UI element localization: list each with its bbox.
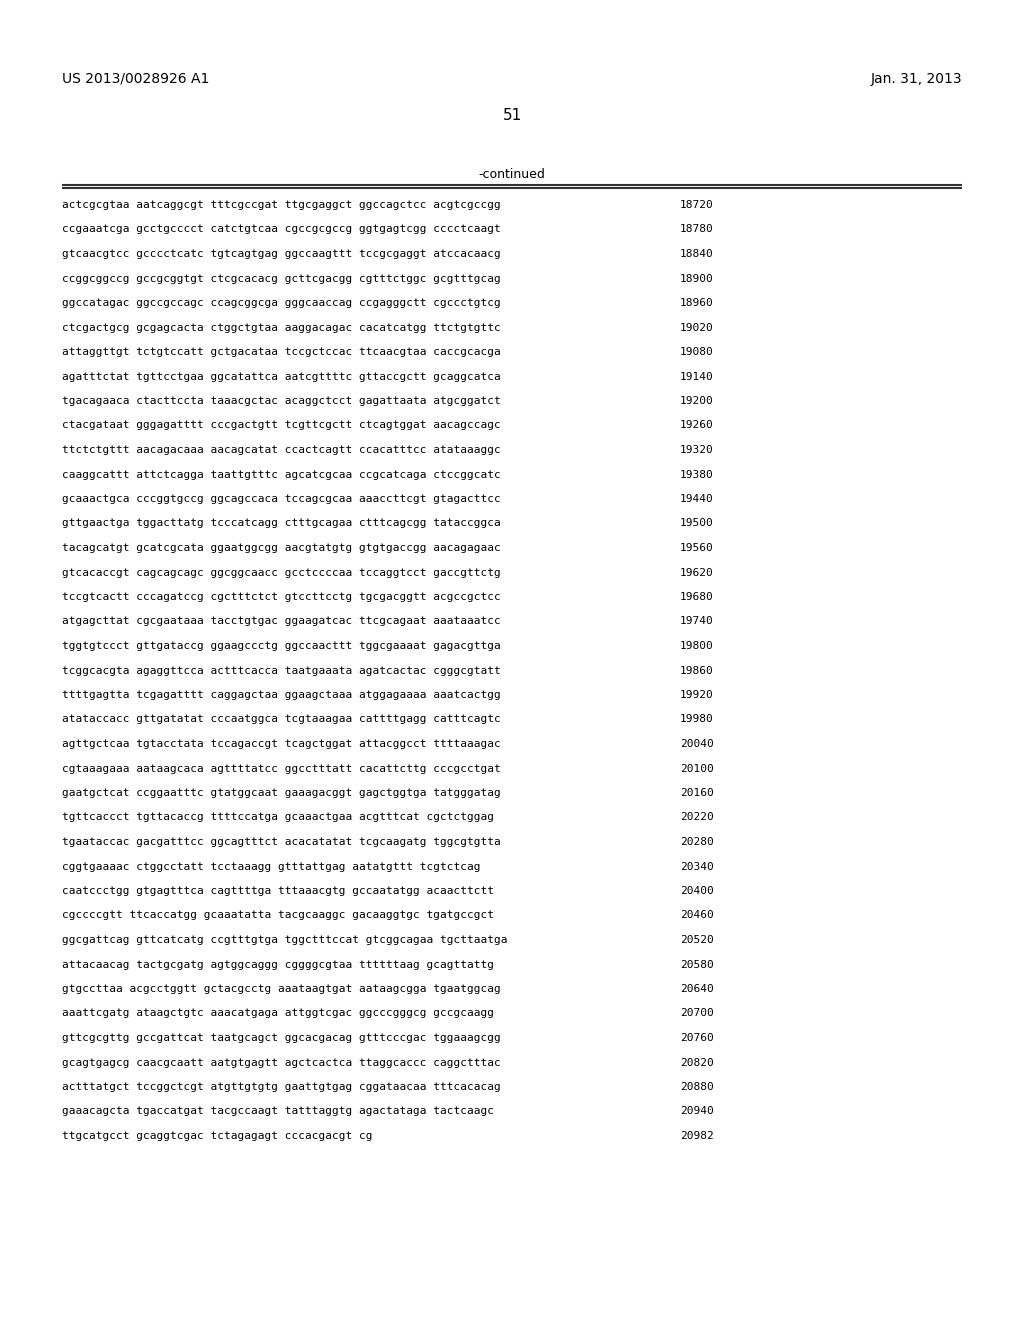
Text: gtcacaccgt cagcagcagc ggcggcaacc gcctccccaa tccaggtcct gaccgttctg: gtcacaccgt cagcagcagc ggcggcaacc gcctccc… bbox=[62, 568, 501, 578]
Text: 20580: 20580 bbox=[680, 960, 714, 969]
Text: cgccccgtt ttcaccatgg gcaaatatta tacgcaaggc gacaaggtgc tgatgccgct: cgccccgtt ttcaccatgg gcaaatatta tacgcaag… bbox=[62, 911, 494, 920]
Text: gaatgctcat ccggaatttc gtatggcaat gaaagacggt gagctggtga tatgggatag: gaatgctcat ccggaatttc gtatggcaat gaaagac… bbox=[62, 788, 501, 799]
Text: 19740: 19740 bbox=[680, 616, 714, 627]
Text: caaggcattt attctcagga taattgtttc agcatcgcaa ccgcatcaga ctccggcatc: caaggcattt attctcagga taattgtttc agcatcg… bbox=[62, 470, 501, 479]
Text: tccgtcactt cccagatccg cgctttctct gtccttcctg tgcgacggtt acgccgctcc: tccgtcactt cccagatccg cgctttctct gtccttc… bbox=[62, 591, 501, 602]
Text: ccgaaatcga gcctgcccct catctgtcaa cgccgcgccg ggtgagtcgg cccctcaagt: ccgaaatcga gcctgcccct catctgtcaa cgccgcg… bbox=[62, 224, 501, 235]
Text: 19200: 19200 bbox=[680, 396, 714, 407]
Text: 51: 51 bbox=[503, 108, 521, 123]
Text: 19080: 19080 bbox=[680, 347, 714, 356]
Text: 19560: 19560 bbox=[680, 543, 714, 553]
Text: 19500: 19500 bbox=[680, 519, 714, 528]
Text: 19140: 19140 bbox=[680, 371, 714, 381]
Text: gcaaactgca cccggtgccg ggcagccaca tccagcgcaa aaaccttcgt gtagacttcc: gcaaactgca cccggtgccg ggcagccaca tccagcg… bbox=[62, 494, 501, 504]
Text: 20160: 20160 bbox=[680, 788, 714, 799]
Text: 20100: 20100 bbox=[680, 763, 714, 774]
Text: 20820: 20820 bbox=[680, 1057, 714, 1068]
Text: cgtaaagaaa aataagcaca agttttatcc ggcctttatt cacattcttg cccgcctgat: cgtaaagaaa aataagcaca agttttatcc ggccttt… bbox=[62, 763, 501, 774]
Text: 20520: 20520 bbox=[680, 935, 714, 945]
Text: 18900: 18900 bbox=[680, 273, 714, 284]
Text: tgttcaccct tgttacaccg ttttccatga gcaaactgaa acgtttcat cgctctggag: tgttcaccct tgttacaccg ttttccatga gcaaact… bbox=[62, 813, 494, 822]
Text: 20700: 20700 bbox=[680, 1008, 714, 1019]
Text: ctacgataat gggagatttt cccgactgtt tcgttcgctt ctcagtggat aacagccagc: ctacgataat gggagatttt cccgactgtt tcgttcg… bbox=[62, 421, 501, 430]
Text: 19260: 19260 bbox=[680, 421, 714, 430]
Text: tggtgtccct gttgataccg ggaagccctg ggccaacttt tggcgaaaat gagacgttga: tggtgtccct gttgataccg ggaagccctg ggccaac… bbox=[62, 642, 501, 651]
Text: 18960: 18960 bbox=[680, 298, 714, 308]
Text: tgaataccac gacgatttcc ggcagtttct acacatatat tcgcaagatg tggcgtgtta: tgaataccac gacgatttcc ggcagtttct acacata… bbox=[62, 837, 501, 847]
Text: gttcgcgttg gccgattcat taatgcagct ggcacgacag gtttcccgac tggaaagcgg: gttcgcgttg gccgattcat taatgcagct ggcacga… bbox=[62, 1034, 501, 1043]
Text: 19020: 19020 bbox=[680, 322, 714, 333]
Text: ttctctgttt aacagacaaa aacagcatat ccactcagtt ccacatttcc atataaaggc: ttctctgttt aacagacaaa aacagcatat ccactca… bbox=[62, 445, 501, 455]
Text: 20340: 20340 bbox=[680, 862, 714, 871]
Text: 19680: 19680 bbox=[680, 591, 714, 602]
Text: caatccctgg gtgagtttca cagttttga tttaaacgtg gccaatatgg acaacttctt: caatccctgg gtgagtttca cagttttga tttaaacg… bbox=[62, 886, 494, 896]
Text: 19320: 19320 bbox=[680, 445, 714, 455]
Text: gtgccttaa acgcctggtt gctacgcctg aaataagtgat aataagcgga tgaatggcag: gtgccttaa acgcctggtt gctacgcctg aaataagt… bbox=[62, 983, 501, 994]
Text: actttatgct tccggctcgt atgttgtgtg gaattgtgag cggataacaa tttcacacag: actttatgct tccggctcgt atgttgtgtg gaattgt… bbox=[62, 1082, 501, 1092]
Text: 20220: 20220 bbox=[680, 813, 714, 822]
Text: ccggcggccg gccgcggtgt ctcgcacacg gcttcgacgg cgtttctggc gcgtttgcag: ccggcggccg gccgcggtgt ctcgcacacg gcttcga… bbox=[62, 273, 501, 284]
Text: gttgaactga tggacttatg tcccatcagg ctttgcagaa ctttcagcgg tataccggca: gttgaactga tggacttatg tcccatcagg ctttgca… bbox=[62, 519, 501, 528]
Text: 20280: 20280 bbox=[680, 837, 714, 847]
Text: agttgctcaa tgtacctata tccagaccgt tcagctggat attacggcct ttttaaagac: agttgctcaa tgtacctata tccagaccgt tcagctg… bbox=[62, 739, 501, 748]
Text: tcggcacgta agaggttcca actttcacca taatgaaata agatcactac cgggcgtatt: tcggcacgta agaggttcca actttcacca taatgaa… bbox=[62, 665, 501, 676]
Text: 19860: 19860 bbox=[680, 665, 714, 676]
Text: tacagcatgt gcatcgcata ggaatggcgg aacgtatgtg gtgtgaccgg aacagagaac: tacagcatgt gcatcgcata ggaatggcgg aacgtat… bbox=[62, 543, 501, 553]
Text: ctcgactgcg gcgagcacta ctggctgtaa aaggacagac cacatcatgg ttctgtgttc: ctcgactgcg gcgagcacta ctggctgtaa aaggaca… bbox=[62, 322, 501, 333]
Text: 20940: 20940 bbox=[680, 1106, 714, 1117]
Text: 18780: 18780 bbox=[680, 224, 714, 235]
Text: 20040: 20040 bbox=[680, 739, 714, 748]
Text: attacaacag tactgcgatg agtggcaggg cggggcgtaa ttttttaag gcagttattg: attacaacag tactgcgatg agtggcaggg cggggcg… bbox=[62, 960, 494, 969]
Text: 19800: 19800 bbox=[680, 642, 714, 651]
Text: atataccacc gttgatatat cccaatggca tcgtaaagaa cattttgagg catttcagtc: atataccacc gttgatatat cccaatggca tcgtaaa… bbox=[62, 714, 501, 725]
Text: 20460: 20460 bbox=[680, 911, 714, 920]
Text: aaattcgatg ataagctgtc aaacatgaga attggtcgac ggcccgggcg gccgcaagg: aaattcgatg ataagctgtc aaacatgaga attggtc… bbox=[62, 1008, 494, 1019]
Text: 20640: 20640 bbox=[680, 983, 714, 994]
Text: 18720: 18720 bbox=[680, 201, 714, 210]
Text: gcagtgagcg caacgcaatt aatgtgagtt agctcactca ttaggcaccc caggctttac: gcagtgagcg caacgcaatt aatgtgagtt agctcac… bbox=[62, 1057, 501, 1068]
Text: ttttgagtta tcgagatttt caggagctaa ggaagctaaa atggagaaaa aaatcactgg: ttttgagtta tcgagatttt caggagctaa ggaagct… bbox=[62, 690, 501, 700]
Text: 20880: 20880 bbox=[680, 1082, 714, 1092]
Text: gaaacagcta tgaccatgat tacgccaagt tatttaggtg agactataga tactcaagc: gaaacagcta tgaccatgat tacgccaagt tatttag… bbox=[62, 1106, 494, 1117]
Text: ggccatagac ggccgccagc ccagcggcga gggcaaccag ccgagggctt cgccctgtcg: ggccatagac ggccgccagc ccagcggcga gggcaac… bbox=[62, 298, 501, 308]
Text: attaggttgt tctgtccatt gctgacataa tccgctccac ttcaacgtaa caccgcacga: attaggttgt tctgtccatt gctgacataa tccgctc… bbox=[62, 347, 501, 356]
Text: 20982: 20982 bbox=[680, 1131, 714, 1140]
Text: cggtgaaaac ctggcctatt tcctaaagg gtttattgag aatatgttt tcgtctcag: cggtgaaaac ctggcctatt tcctaaagg gtttattg… bbox=[62, 862, 480, 871]
Text: 19620: 19620 bbox=[680, 568, 714, 578]
Text: 19380: 19380 bbox=[680, 470, 714, 479]
Text: 20400: 20400 bbox=[680, 886, 714, 896]
Text: US 2013/0028926 A1: US 2013/0028926 A1 bbox=[62, 73, 209, 86]
Text: 19980: 19980 bbox=[680, 714, 714, 725]
Text: actcgcgtaa aatcaggcgt tttcgccgat ttgcgaggct ggccagctcc acgtcgccgg: actcgcgtaa aatcaggcgt tttcgccgat ttgcgag… bbox=[62, 201, 501, 210]
Text: 20760: 20760 bbox=[680, 1034, 714, 1043]
Text: agatttctat tgttcctgaa ggcatattca aatcgttttc gttaccgctt gcaggcatca: agatttctat tgttcctgaa ggcatattca aatcgtt… bbox=[62, 371, 501, 381]
Text: -continued: -continued bbox=[478, 168, 546, 181]
Text: atgagcttat cgcgaataaa tacctgtgac ggaagatcac ttcgcagaat aaataaatcc: atgagcttat cgcgaataaa tacctgtgac ggaagat… bbox=[62, 616, 501, 627]
Text: ttgcatgcct gcaggtcgac tctagagagt cccacgacgt cg: ttgcatgcct gcaggtcgac tctagagagt cccacga… bbox=[62, 1131, 373, 1140]
Text: ggcgattcag gttcatcatg ccgtttgtga tggctttccat gtcggcagaa tgcttaatga: ggcgattcag gttcatcatg ccgtttgtga tggcttt… bbox=[62, 935, 508, 945]
Text: tgacagaaca ctacttccta taaacgctac acaggctcct gagattaata atgcggatct: tgacagaaca ctacttccta taaacgctac acaggct… bbox=[62, 396, 501, 407]
Text: gtcaacgtcc gcccctcatc tgtcagtgag ggccaagttt tccgcgaggt atccacaacg: gtcaacgtcc gcccctcatc tgtcagtgag ggccaag… bbox=[62, 249, 501, 259]
Text: Jan. 31, 2013: Jan. 31, 2013 bbox=[870, 73, 962, 86]
Text: 19440: 19440 bbox=[680, 494, 714, 504]
Text: 19920: 19920 bbox=[680, 690, 714, 700]
Text: 18840: 18840 bbox=[680, 249, 714, 259]
